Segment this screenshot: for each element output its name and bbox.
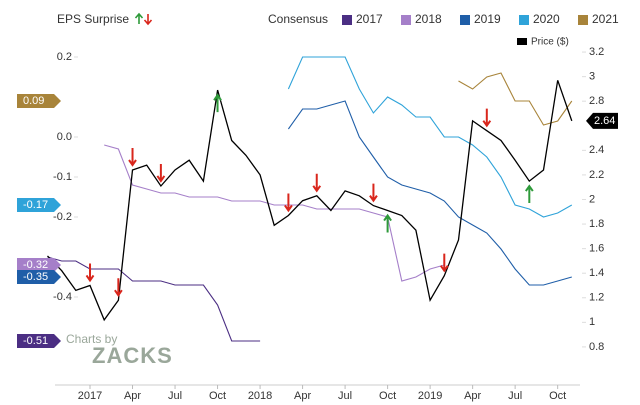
legend-swatch (517, 38, 527, 45)
y-tick-label: 0.0 (57, 131, 72, 143)
surprise-arrow (114, 278, 123, 297)
price-flag-label: 2.64 (594, 115, 615, 127)
legend-up-arrow (134, 12, 144, 24)
consensus-flag (17, 198, 61, 212)
consensus-flag-label: -0.17 (23, 199, 48, 211)
x-tick-label: Oct (549, 390, 566, 402)
y2-tick-label: 0.8 (589, 341, 604, 353)
x-tick-label: Jul (338, 390, 352, 402)
consensus-line (47, 256, 261, 342)
x-tick-label: Jul (508, 390, 522, 402)
consensus-flag (17, 258, 61, 272)
y2-tick-label: 2.8 (589, 95, 604, 107)
x-tick-label: Oct (209, 390, 226, 402)
y2-tick-label: 2.4 (589, 144, 604, 156)
surprise-arrow (383, 213, 392, 233)
consensus-line (287, 56, 573, 218)
surprise-arrow (439, 253, 449, 273)
y-tick-label: -0.1 (53, 171, 72, 183)
x-tick-label: Jul (168, 390, 182, 402)
consensus-flag-label: -0.51 (23, 335, 48, 347)
legend-label: Price ($) (531, 37, 569, 48)
surprise-arrow (128, 148, 137, 167)
legend-label: 2017 (356, 12, 383, 26)
x-tick-label: 2018 (248, 390, 272, 402)
consensus-line (458, 72, 573, 126)
y2-tick-label: 1.4 (589, 267, 604, 279)
y2-tick-label: 1.2 (589, 292, 604, 304)
consensus-flag-label: -0.32 (23, 259, 48, 271)
y2-tick-label: 1.8 (589, 218, 604, 230)
legend-label: 2021 (592, 12, 619, 26)
surprise-arrow (156, 163, 166, 183)
y2-tick-label: 2.2 (589, 169, 604, 181)
y2-tick-label: 2 (589, 193, 595, 205)
legend-title: EPS Surprise (57, 12, 129, 26)
consensus-flag-label: -0.35 (23, 271, 48, 283)
legend-swatch (342, 15, 352, 25)
consensus-flag-label: 0.09 (23, 95, 44, 107)
surprise-arrow (369, 183, 378, 203)
y2-tick-label: 1.6 (589, 243, 604, 255)
legend-label: 2018 (415, 12, 442, 26)
x-tick-label: 2019 (418, 390, 442, 402)
consensus-flag (17, 94, 61, 108)
consensus-flag (17, 334, 61, 348)
legend-swatch (460, 15, 470, 25)
x-tick-label: Oct (379, 390, 396, 402)
price-flag (586, 112, 618, 129)
x-tick-label: 2017 (78, 390, 102, 402)
legend-swatch (401, 15, 411, 25)
surprise-arrow (312, 173, 322, 193)
legend-down-arrow (143, 14, 153, 26)
surprise-arrow (284, 193, 293, 213)
y-tick-label: -0.4 (53, 291, 72, 303)
surprise-arrow (524, 184, 534, 204)
y-tick-label: 0.2 (57, 51, 72, 63)
y2-tick-label: 3.2 (589, 46, 604, 58)
x-tick-label: Apr (124, 390, 141, 402)
price-line (47, 80, 573, 322)
consensus-line (287, 100, 572, 286)
legend-label: 2020 (533, 12, 560, 26)
consensus-title: Consensus (268, 12, 328, 26)
x-tick-label: Apr (294, 390, 311, 402)
legend-label: 2019 (474, 12, 501, 26)
credit-line: Charts by (66, 332, 117, 346)
consensus-flag (17, 270, 61, 284)
legend-swatch (578, 15, 588, 25)
y-tick-label: -0.2 (53, 211, 72, 223)
legend-swatch (519, 15, 529, 25)
credit-logo: ZACKS (92, 343, 173, 368)
x-tick-label: Apr (464, 390, 481, 402)
surprise-arrow (482, 108, 492, 128)
y2-tick-label: 1 (589, 316, 595, 328)
surprise-arrow (85, 263, 95, 283)
y2-tick-label: 3 (589, 71, 595, 83)
surprise-arrow (213, 93, 222, 113)
